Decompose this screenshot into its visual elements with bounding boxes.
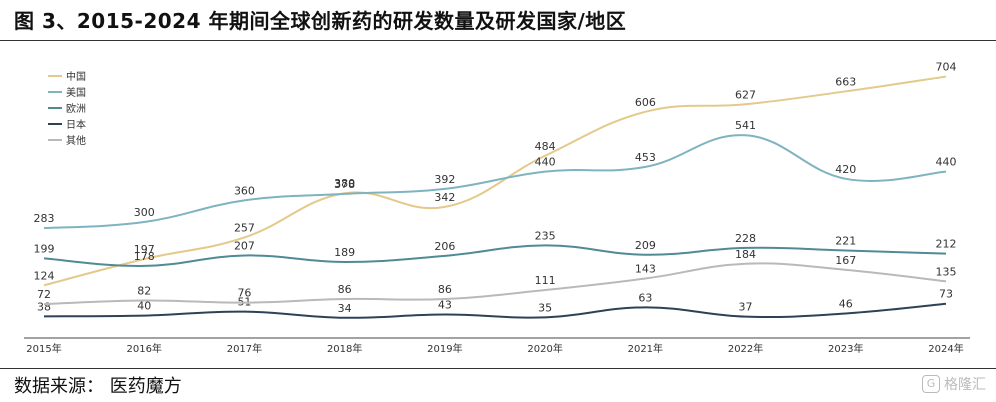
data-label: 197 <box>134 243 155 256</box>
data-label: 189 <box>334 246 355 259</box>
source-note: 数据来源： 医药魔方 <box>14 376 182 397</box>
data-label: 35 <box>538 301 552 314</box>
data-label: 143 <box>635 263 656 276</box>
data-label: 184 <box>735 248 756 261</box>
data-label: 440 <box>535 156 556 169</box>
data-label: 46 <box>839 297 853 310</box>
x-tick-label: 2022年 <box>728 342 763 355</box>
x-tick-label: 2018年 <box>327 342 362 355</box>
data-label: 228 <box>735 232 756 245</box>
x-tick-label: 2016年 <box>126 342 161 355</box>
data-label: 627 <box>735 88 756 101</box>
x-tick-label: 2015年 <box>26 342 61 355</box>
source-rule <box>0 368 996 369</box>
data-label: 34 <box>338 302 352 315</box>
data-label: 541 <box>735 119 756 132</box>
legend-label: 其他 <box>66 134 86 147</box>
x-tick-label: 2024年 <box>928 342 963 355</box>
data-label: 221 <box>835 234 856 247</box>
data-label: 86 <box>338 283 352 296</box>
data-label: 283 <box>34 212 55 225</box>
data-label: 300 <box>134 206 155 219</box>
data-label: 440 <box>936 156 957 169</box>
data-label: 206 <box>434 240 455 253</box>
data-label: 38 <box>37 300 51 313</box>
data-label: 606 <box>635 96 656 109</box>
data-label: 209 <box>635 239 656 252</box>
data-label: 73 <box>939 288 953 301</box>
watermark-text: 格隆汇 <box>944 377 986 393</box>
figure-title-bar: 图 3、2015-2024 年期间全球创新药的研发数量及研发国家/地区 <box>0 0 996 38</box>
data-label: 207 <box>234 239 255 252</box>
data-label: 392 <box>434 173 455 186</box>
title-rule <box>0 40 996 41</box>
data-label: 704 <box>936 61 957 74</box>
x-tick-label: 2021年 <box>628 342 663 355</box>
data-label: 76 <box>237 287 251 300</box>
data-label: 420 <box>835 163 856 176</box>
x-tick-label: 2017年 <box>227 342 262 355</box>
data-label: 342 <box>434 191 455 204</box>
legend-label: 欧洲 <box>66 103 86 115</box>
x-tick-label: 2020年 <box>527 342 562 355</box>
data-label: 167 <box>835 254 856 267</box>
data-label: 178 <box>134 250 155 263</box>
figure-title: 图 3、2015-2024 年期间全球创新药的研发数量及研发国家/地区 <box>14 8 627 33</box>
data-label: 484 <box>535 140 556 153</box>
data-label: 40 <box>137 300 151 313</box>
data-label: 135 <box>936 265 957 278</box>
data-label: 360 <box>234 184 255 197</box>
data-label: 43 <box>438 299 452 312</box>
data-label: 82 <box>137 284 151 297</box>
legend-label: 美国 <box>66 86 86 99</box>
data-label: 86 <box>438 283 452 296</box>
data-label: 663 <box>835 75 856 88</box>
watermark-logo-icon: G <box>922 375 940 393</box>
data-label: 63 <box>638 291 652 304</box>
data-label: 453 <box>635 151 656 164</box>
legend-label: 中国 <box>66 70 86 83</box>
watermark: G 格隆汇 <box>922 374 986 394</box>
series-line-2 <box>43 244 947 267</box>
series-line-3 <box>43 302 947 319</box>
legend-label: 日本 <box>66 118 86 131</box>
data-label: 111 <box>535 274 556 287</box>
series-line-0 <box>43 75 947 287</box>
series-line-4 <box>43 262 947 306</box>
x-tick-label: 2019年 <box>427 342 462 355</box>
data-label: 124 <box>34 269 55 282</box>
data-label: 235 <box>535 229 556 242</box>
data-label: 257 <box>234 221 255 234</box>
data-label: 72 <box>37 288 51 301</box>
x-tick-label: 2023年 <box>828 342 863 355</box>
data-label: 37 <box>739 301 753 314</box>
data-label: 378 <box>334 178 355 191</box>
series-line-1 <box>43 134 947 230</box>
data-label: 199 <box>34 242 55 255</box>
data-label: 212 <box>936 238 957 251</box>
data-label: 380 <box>334 177 355 190</box>
